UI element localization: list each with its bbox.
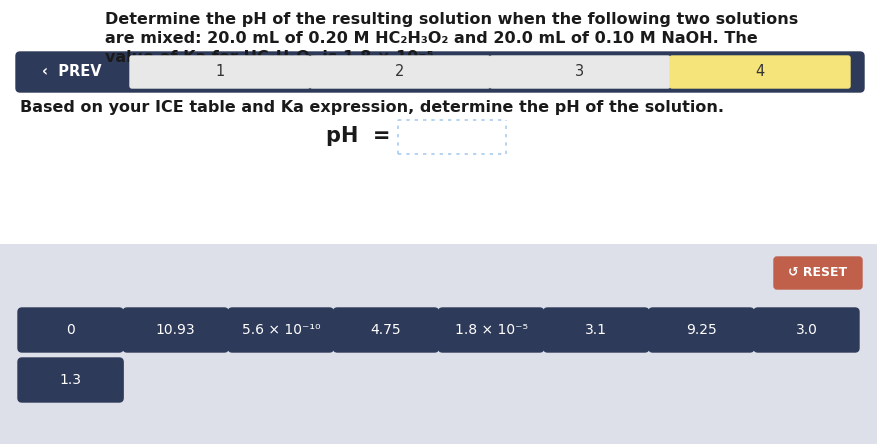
FancyBboxPatch shape [123, 308, 228, 352]
FancyBboxPatch shape [130, 56, 310, 88]
FancyBboxPatch shape [228, 308, 333, 352]
Text: 10.93: 10.93 [156, 323, 196, 337]
FancyBboxPatch shape [333, 308, 438, 352]
Text: Based on your ICE table and Ka expression, determine the pH of the solution.: Based on your ICE table and Ka expressio… [20, 100, 724, 115]
Text: 1: 1 [216, 64, 225, 79]
Text: ‹  PREV: ‹ PREV [42, 64, 102, 79]
Text: 3: 3 [575, 64, 585, 79]
FancyBboxPatch shape [490, 56, 670, 88]
FancyBboxPatch shape [438, 308, 544, 352]
FancyBboxPatch shape [754, 308, 859, 352]
Text: ↺ RESET: ↺ RESET [788, 266, 847, 280]
Text: Determine the pH of the resulting solution when the following two solutions: Determine the pH of the resulting soluti… [105, 12, 798, 27]
FancyBboxPatch shape [774, 257, 862, 289]
FancyBboxPatch shape [670, 56, 850, 88]
Text: 5.6 × 10⁻¹⁰: 5.6 × 10⁻¹⁰ [241, 323, 320, 337]
Text: 3.0: 3.0 [795, 323, 817, 337]
Text: pH  =: pH = [325, 126, 390, 146]
Text: 1.8 × 10⁻⁵: 1.8 × 10⁻⁵ [454, 323, 528, 337]
Text: 9.25: 9.25 [686, 323, 717, 337]
Text: 4.75: 4.75 [371, 323, 402, 337]
FancyBboxPatch shape [649, 308, 754, 352]
Text: 1.3: 1.3 [60, 373, 82, 387]
FancyBboxPatch shape [18, 358, 123, 402]
Text: 4: 4 [755, 64, 765, 79]
Text: value of Ka for HC₂H₃O₂ is 1.8 × 10⁻⁵.: value of Ka for HC₂H₃O₂ is 1.8 × 10⁻⁵. [105, 50, 440, 65]
FancyBboxPatch shape [18, 308, 123, 352]
FancyBboxPatch shape [310, 56, 490, 88]
Text: are mixed: 20.0 mL of 0.20 M HC₂H₃O₂ and 20.0 mL of 0.10 M NaOH. The: are mixed: 20.0 mL of 0.20 M HC₂H₃O₂ and… [105, 31, 758, 46]
FancyBboxPatch shape [544, 308, 649, 352]
Text: 3.1: 3.1 [585, 323, 607, 337]
FancyBboxPatch shape [16, 52, 864, 92]
Text: 2: 2 [396, 64, 404, 79]
Bar [0, 244, 877, 444]
Text: 0: 0 [66, 323, 75, 337]
Bar [398, 120, 506, 154]
